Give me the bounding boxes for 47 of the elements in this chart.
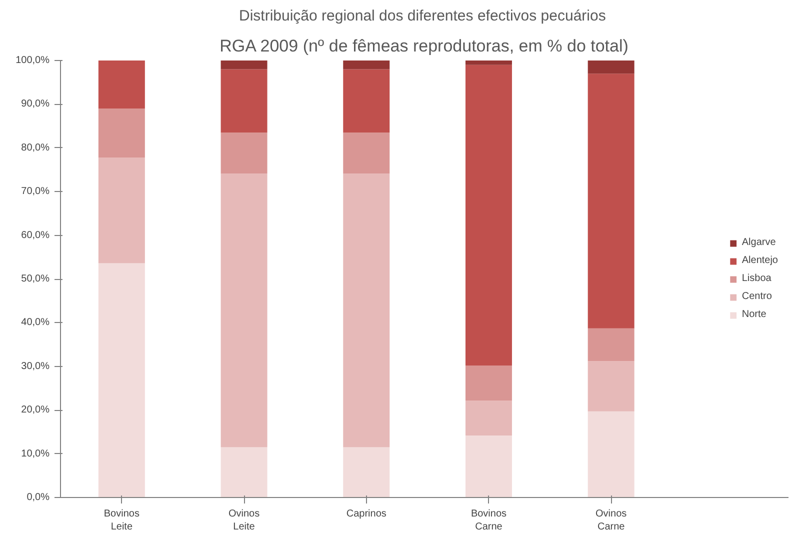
y-tick-label: 10,0% bbox=[21, 448, 50, 460]
y-tick-label: 50,0% bbox=[21, 274, 50, 284]
chart-title: Distribuição regional dos diferentes efectivos pecuários bbox=[238, 8, 606, 24]
bar bbox=[588, 60, 634, 74]
bar bbox=[465, 60, 512, 65]
bar bbox=[98, 60, 145, 109]
legend-label: Centro bbox=[742, 290, 772, 304]
legend-label: Alentejo bbox=[742, 254, 778, 268]
y-tick-label: 30,0% bbox=[21, 360, 50, 372]
bar bbox=[98, 108, 145, 158]
y-tick-label: 80,0% bbox=[21, 142, 50, 154]
y-tick-label: 60,0% bbox=[21, 230, 50, 241]
bar bbox=[220, 132, 268, 174]
legend-label: Lisboa bbox=[742, 272, 772, 286]
x-tick-label: Bovinos Carne bbox=[470, 508, 507, 533]
bar bbox=[343, 69, 390, 133]
bar bbox=[465, 400, 512, 436]
legend-label: Algarve bbox=[742, 236, 776, 250]
y-tick-label: 40,0% bbox=[21, 317, 50, 328]
x-tick-label: Ovinos Carne bbox=[596, 508, 627, 533]
bar bbox=[465, 435, 512, 498]
y-tick-label: 100,0% bbox=[16, 55, 50, 66]
bar bbox=[343, 447, 390, 498]
y-tick-label: 90,0% bbox=[21, 98, 50, 110]
x-tick-label: Bovinos Leite bbox=[104, 508, 140, 533]
bar bbox=[588, 411, 634, 498]
bar bbox=[465, 64, 512, 366]
bar bbox=[588, 328, 634, 362]
bar bbox=[98, 263, 145, 498]
legend-label: Norte bbox=[742, 308, 766, 322]
y-tick-label: 70,0% bbox=[21, 186, 50, 198]
bar bbox=[220, 447, 268, 498]
bar bbox=[588, 74, 634, 328]
bar bbox=[465, 366, 512, 400]
bar bbox=[588, 361, 634, 412]
y-tick-label: 0,0% bbox=[26, 492, 50, 503]
y-tick-label: 20,0% bbox=[21, 404, 50, 416]
bar bbox=[343, 132, 390, 174]
x-tick-label: Caprinos bbox=[346, 508, 386, 520]
chart-subtitle: RGA 2009 (nº de fêmeas reprodutoras, em % do total) bbox=[220, 36, 628, 56]
bar bbox=[220, 60, 268, 70]
x-tick-label: Ovinos Leite bbox=[228, 508, 260, 533]
bar bbox=[343, 60, 390, 70]
bar bbox=[220, 174, 268, 448]
bar bbox=[220, 69, 268, 133]
bar bbox=[98, 158, 145, 264]
bar bbox=[343, 174, 390, 448]
